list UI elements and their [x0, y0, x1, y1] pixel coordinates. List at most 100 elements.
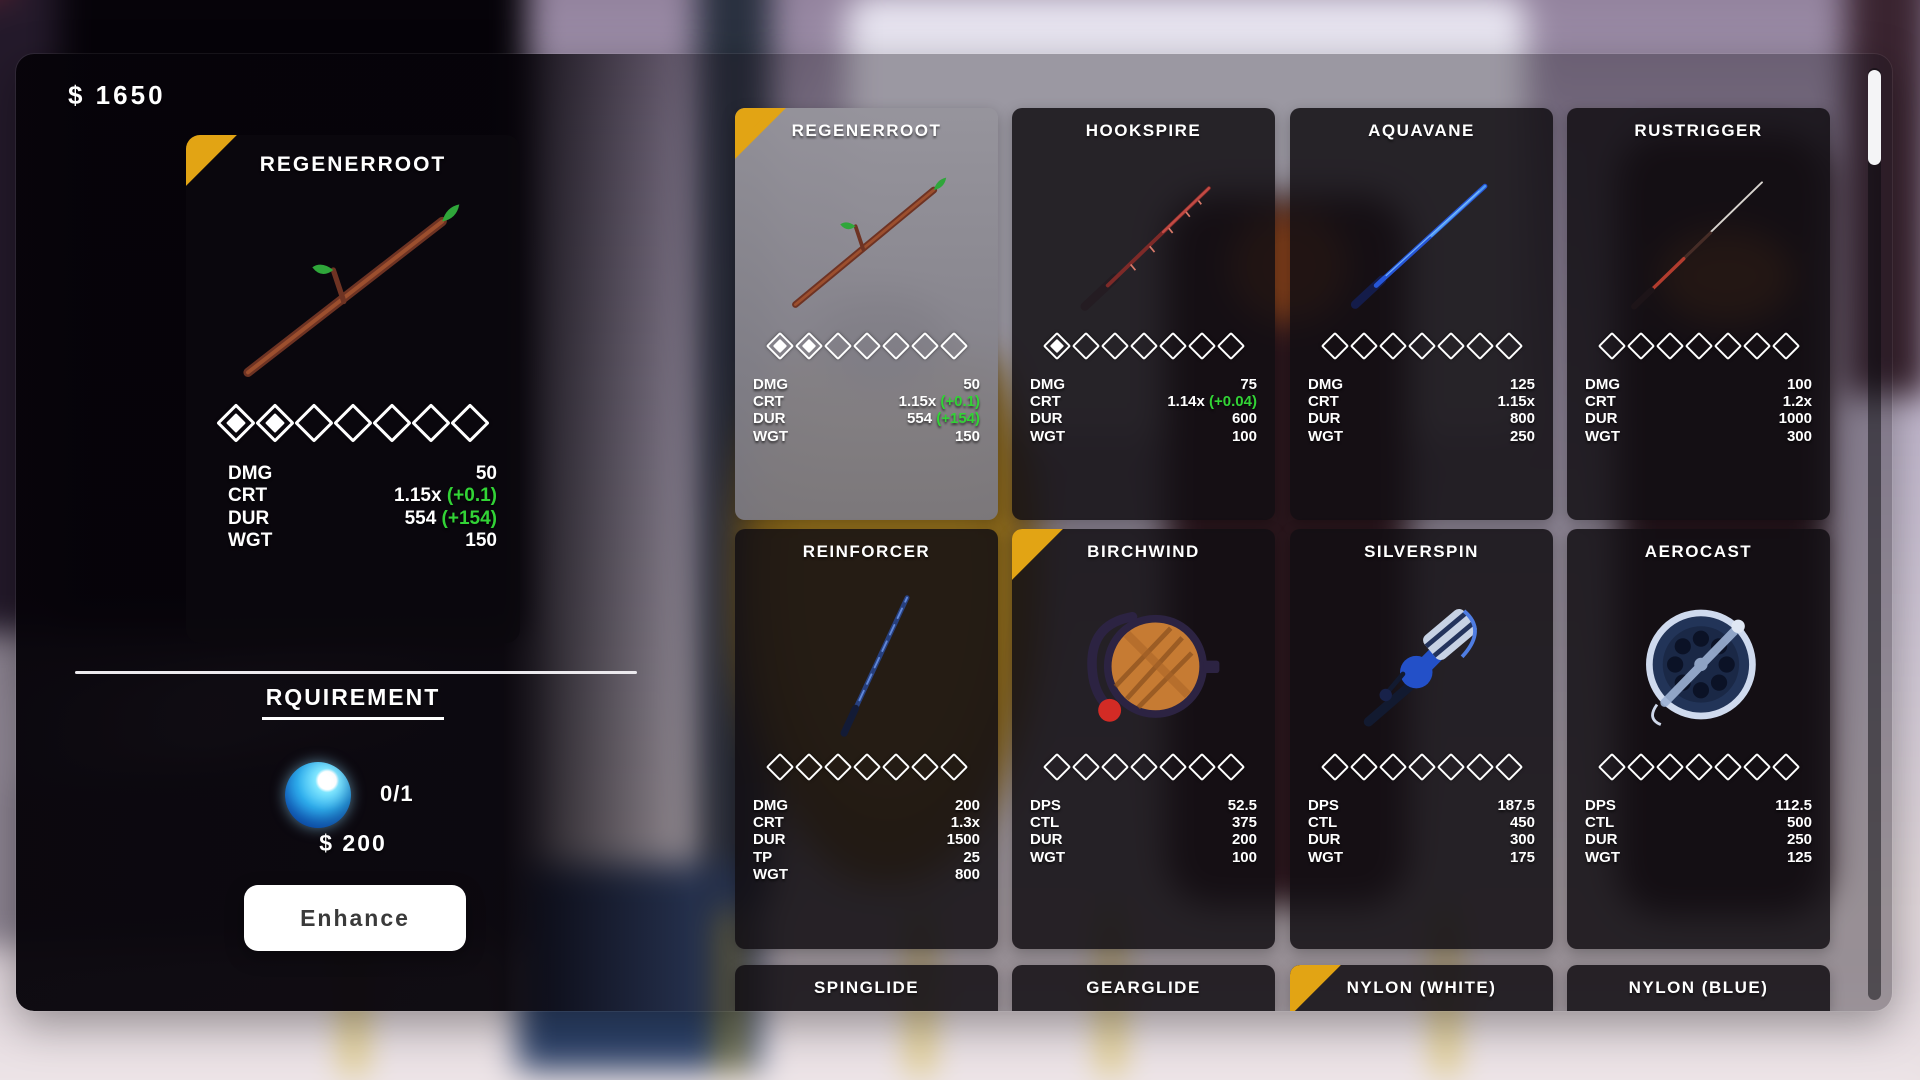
scrollbar[interactable]	[1868, 68, 1881, 1000]
stat-row: DUR 554 (+154)	[228, 508, 497, 530]
item-card-nylon-white[interactable]: NYLON (WHITE)	[1290, 965, 1553, 1011]
diamond-icon	[1597, 331, 1626, 361]
diamond-icon	[1158, 752, 1187, 782]
diamond-icon	[1378, 331, 1407, 361]
diamond-icon	[794, 331, 823, 361]
item-stats: DMG 75 CRT 1.14x (+0.04) DUR 600 WGT 100	[1030, 376, 1257, 445]
scrollbar-thumb[interactable]	[1868, 70, 1881, 165]
item-card-title: HOOKSPIRE	[1085, 121, 1202, 140]
item-stats: DMG 200 CRT 1.3x DUR 1500 TP 25 WGT 800	[753, 797, 980, 883]
item-card-title: BIRCHWIND	[1087, 542, 1200, 561]
stat-row: DMG 50	[228, 463, 497, 485]
diamond-icon	[910, 331, 939, 361]
item-stats: DMG 50 CRT 1.15x (+0.1) DUR 554 (+154) WGT 1…	[753, 376, 980, 445]
enhance-button[interactable]: Enhance	[244, 885, 466, 951]
item-card-silverspin[interactable]: SILVERSPIN	[1290, 529, 1553, 949]
item-stats: DPS 112.5 CTL 500 DUR 250 WGT 125	[1585, 797, 1812, 866]
rarity-diamonds	[1012, 331, 1275, 361]
diamond-icon	[939, 331, 968, 361]
requirement-cost: $ 200	[319, 830, 387, 856]
rarity-diamonds	[735, 752, 998, 782]
item-stats: DPS 187.5 CTL 450 DUR 300 WGT 175	[1308, 797, 1535, 866]
diamond-icon	[1071, 331, 1100, 361]
diamond-icon	[881, 752, 910, 782]
diamond-icon	[852, 331, 881, 361]
diamond-icon	[1071, 752, 1100, 782]
rarity-diamonds	[1567, 752, 1830, 782]
diamond-icon	[881, 331, 910, 361]
item-card-hookspire[interactable]: HOOKSPIRE DMG 75 CRT 1.14x (+0.04) DUR 600 …	[1012, 108, 1275, 520]
diamond-icon	[1494, 331, 1523, 361]
item-card-spinglide[interactable]: SPINGLIDE	[735, 965, 998, 1011]
enhance-shop-panel: $ 1650 REGENERROOT DMG 50 CRT 1.15x (+0.1)	[16, 54, 1892, 1011]
rarity-diamonds	[1012, 752, 1275, 782]
diamond-icon	[372, 403, 412, 443]
item-art-reinforced-rod	[735, 569, 998, 757]
diamond-icon	[1771, 752, 1800, 782]
detail-item-title: REGENERROOT	[259, 153, 447, 176]
item-stats: DMG 100 CRT 1.2x DUR 1000 WGT 300	[1585, 376, 1812, 445]
rarity-diamonds	[1290, 752, 1553, 782]
item-card-nylon-blue[interactable]: NYLON (BLUE)	[1567, 965, 1830, 1011]
diamond-icon	[1349, 331, 1378, 361]
item-art-blue-rod	[1290, 148, 1553, 336]
diamond-icon	[1713, 752, 1742, 782]
diamond-icon	[852, 752, 881, 782]
item-card-title: AEROCAST	[1644, 542, 1753, 561]
item-card-rustrigger[interactable]: RUSTRIGGER DMG 100 CRT 1.2x DUR 1000 WGT 300	[1567, 108, 1830, 520]
stat-value: 150	[465, 530, 497, 552]
item-art-spinning-reel	[1290, 569, 1553, 757]
item-card-aerocast[interactable]: AEROCAST DPS 112.5	[1567, 529, 1830, 949]
item-card-title: REINFORCER	[802, 542, 931, 561]
diamond-icon	[1626, 331, 1655, 361]
item-card-title: SPINGLIDE	[813, 978, 920, 997]
diamond-icon	[1713, 331, 1742, 361]
detail-rarity-diamonds	[186, 403, 520, 443]
diamond-icon	[1158, 331, 1187, 361]
diamond-icon	[1349, 752, 1378, 782]
item-stats: DMG 125 CRT 1.15x DUR 800 WGT 250	[1308, 376, 1535, 445]
diamond-icon	[255, 403, 295, 443]
item-art-crimson-rod	[1012, 148, 1275, 336]
stat-label: WGT	[228, 530, 273, 552]
requirement-heading: RQUIREMENT	[261, 684, 445, 720]
item-art-fly-reel	[1567, 569, 1830, 757]
item-stats: DPS 52.5 CTL 375 DUR 200 WGT 100	[1030, 797, 1257, 866]
blue-orb-icon	[285, 762, 351, 828]
diamond-icon	[411, 403, 451, 443]
stat-label: CRT	[228, 485, 268, 507]
item-card-aquavane[interactable]: AQUAVANE DMG 125 CRT 1.15x DUR 800 WGT 250	[1290, 108, 1553, 520]
stat-label: DMG	[228, 463, 273, 484]
item-card-title: RUSTRIGGER	[1634, 121, 1763, 140]
rarity-diamonds	[735, 331, 998, 361]
diamond-icon	[823, 331, 852, 361]
stat-row: CRT 1.15x (+0.1)	[228, 485, 497, 507]
rarity-diamonds	[1290, 331, 1553, 361]
item-card-regenerroot[interactable]: REGENERROOT DMG 50 CRT 1.15x (+0.1) DUR 554…	[735, 108, 998, 520]
item-card-title: NYLON (WHITE)	[1346, 978, 1497, 997]
diamond-icon	[1626, 752, 1655, 782]
diamond-icon	[1216, 331, 1245, 361]
diamond-icon	[1187, 752, 1216, 782]
item-card-title: NYLON (BLUE)	[1628, 978, 1769, 997]
diamond-icon	[1320, 331, 1349, 361]
wallet-balance: $ 1650	[68, 80, 166, 110]
diamond-icon	[1100, 331, 1129, 361]
stat-value: 50	[475, 463, 497, 484]
stat-value: 1.15x (+0.1)	[394, 485, 497, 507]
diamond-icon	[765, 331, 794, 361]
item-card-gearglide[interactable]: GEARGLIDE	[1012, 965, 1275, 1011]
item-card-title: SILVERSPIN	[1364, 542, 1479, 561]
item-art-twig-rod	[735, 148, 998, 336]
diamond-icon	[1742, 331, 1771, 361]
diamond-icon	[1436, 752, 1465, 782]
diamond-icon	[1655, 331, 1684, 361]
diamond-icon	[450, 403, 490, 443]
item-card-birchwind[interactable]: BIRCHWIND DPS 52.5 CTL 375 DUR 200 WGT 100	[1012, 529, 1275, 949]
item-card-title: GEARGLIDE	[1086, 978, 1201, 997]
diamond-icon	[1129, 331, 1158, 361]
diamond-icon	[1378, 752, 1407, 782]
item-card-reinforcer[interactable]: REINFORCER DMG 200 CRT 1.3x DUR 1500 TP 25 W…	[735, 529, 998, 949]
diamond-icon	[1684, 331, 1713, 361]
